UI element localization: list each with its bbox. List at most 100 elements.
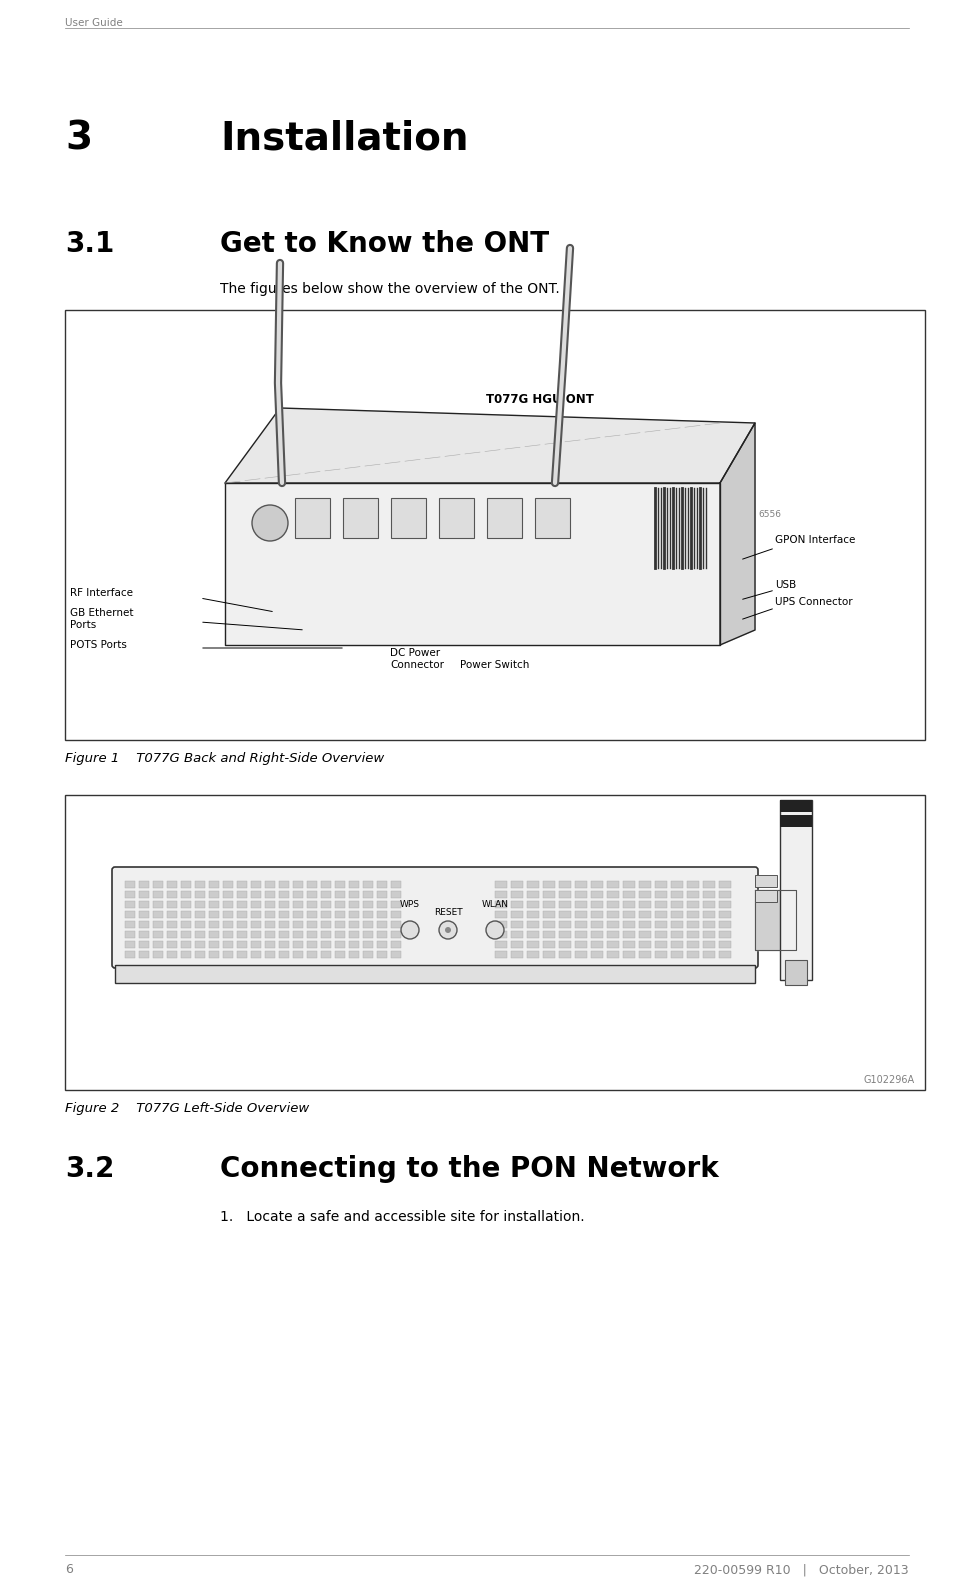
Bar [125,902,135,908]
Bar [391,891,401,898]
Bar [639,881,651,887]
Bar [543,932,555,938]
Bar [209,921,219,928]
Bar [307,902,317,908]
Bar [209,881,219,887]
Bar [559,902,571,908]
Bar [167,941,177,947]
Bar [125,941,135,947]
Bar [527,951,539,958]
Bar [607,881,619,887]
Bar [251,941,261,947]
Bar [139,881,149,887]
Bar [181,911,191,917]
Bar [639,891,651,898]
Bar [591,911,603,917]
Bar [687,921,699,928]
Bar [223,881,233,887]
Bar [181,921,191,928]
Bar [527,881,539,887]
Bar [755,875,777,887]
Bar [209,911,219,917]
Bar [655,921,667,928]
Bar [377,951,387,958]
Text: Connecting to the PON Network: Connecting to the PON Network [220,1154,719,1183]
Bar [703,941,715,947]
Bar [349,932,359,938]
Bar [780,801,812,981]
Bar [575,921,587,928]
Text: User Guide: User Guide [65,17,123,28]
Bar [321,902,331,908]
Bar [363,941,373,947]
Polygon shape [225,483,720,644]
Bar [527,902,539,908]
Bar [223,951,233,958]
Bar [181,902,191,908]
Bar [293,941,303,947]
Bar [543,902,555,908]
Bar [591,932,603,938]
Bar [391,921,401,928]
Bar [527,911,539,917]
Bar [687,891,699,898]
Text: G102296A: G102296A [864,1075,915,1085]
Text: GPON Interface: GPON Interface [775,535,855,545]
Bar [363,891,373,898]
Bar [575,951,587,958]
Bar [307,941,317,947]
Bar [575,902,587,908]
Bar [349,911,359,917]
Bar [391,951,401,958]
Bar [293,911,303,917]
Bar [671,921,683,928]
Text: USB: USB [775,579,797,591]
Bar [623,902,635,908]
Text: Get to Know the ONT: Get to Know the ONT [220,231,549,257]
Bar [755,891,777,902]
Bar [349,951,359,958]
Bar [209,941,219,947]
Bar [195,921,205,928]
Text: RF Interface: RF Interface [70,587,133,598]
Bar [719,881,731,887]
Bar [655,941,667,947]
Bar [65,309,925,741]
Bar [321,951,331,958]
Bar [703,921,715,928]
Bar [279,911,289,917]
Bar [487,497,522,538]
Bar [335,932,345,938]
Bar [195,911,205,917]
Bar [719,941,731,947]
Bar [363,932,373,938]
Bar [671,951,683,958]
Bar [209,951,219,958]
Bar [279,881,289,887]
Bar [279,921,289,928]
Bar [125,891,135,898]
Bar [265,951,275,958]
Bar [391,902,401,908]
Bar [139,932,149,938]
Bar [495,951,507,958]
Bar [293,932,303,938]
Bar [703,891,715,898]
Text: 3.1: 3.1 [65,231,114,257]
Bar [139,891,149,898]
Bar [153,941,163,947]
Bar [279,902,289,908]
Bar [391,941,401,947]
Bar [543,911,555,917]
Bar [335,941,345,947]
Bar [607,932,619,938]
Bar [251,891,261,898]
Bar [363,911,373,917]
Text: T077G HGU ONT: T077G HGU ONT [486,393,594,406]
Bar [687,902,699,908]
Bar [527,891,539,898]
Bar [527,921,539,928]
Bar [671,941,683,947]
Bar [125,951,135,958]
Bar [623,932,635,938]
